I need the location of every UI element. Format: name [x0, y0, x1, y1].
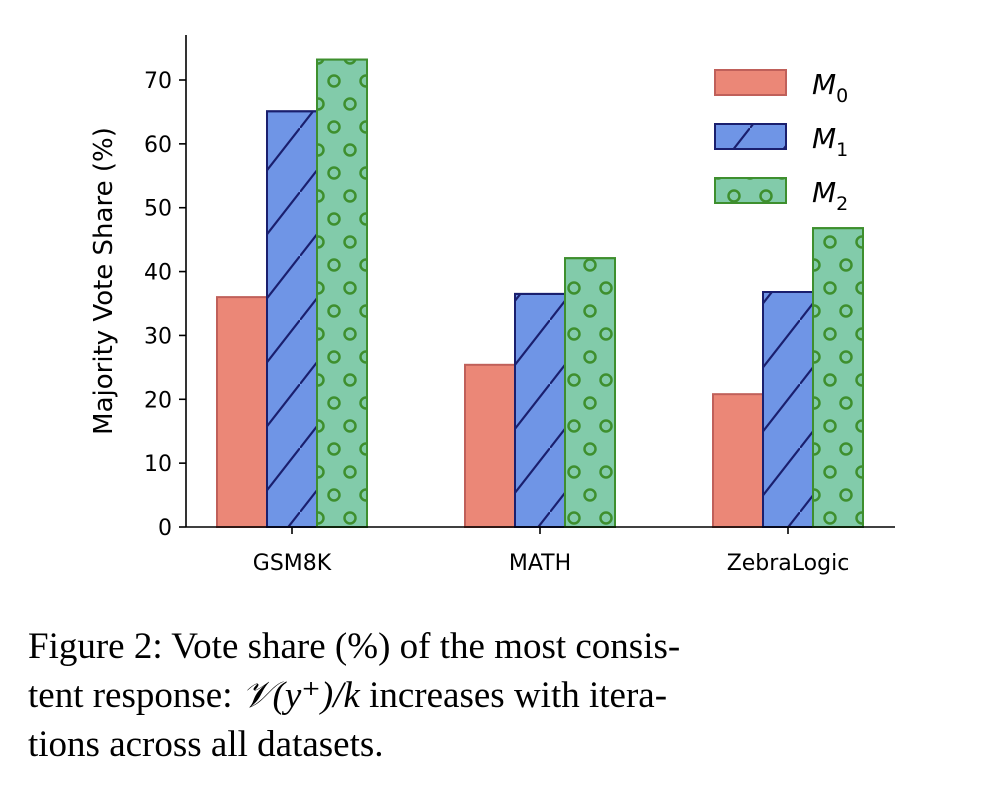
y-tick-label: 30 [144, 324, 172, 349]
y-tick-label: 70 [144, 69, 172, 94]
bar-hatch-M1-ZebraLogic [762, 291, 814, 528]
y-tick-label: 10 [144, 452, 172, 477]
caption-line-3: tions across all datasets. [28, 724, 384, 765]
legend-label-M0: M0 [812, 68, 848, 107]
y-tick-label: 60 [144, 133, 172, 158]
x-tick-label: GSM8K [253, 551, 332, 576]
caption-line-1: Figure 2: Vote share (%) of the most con… [28, 626, 681, 667]
x-tick-label: ZebraLogic [727, 551, 850, 576]
caption-text: tent response: [28, 675, 242, 716]
legend-label-M1: M1 [812, 122, 848, 161]
x-tick-label: MATH [509, 551, 571, 576]
y-tick-label: 0 [158, 516, 172, 541]
bar-M0-MATH [464, 363, 516, 528]
legend: M0 M1 M2 [714, 68, 848, 215]
y-axis-label: Majority Vote Share (%) [89, 127, 119, 435]
bar-chart: 0 10 20 30 40 50 60 70 GSM8K MATH ZebraLogic Majo… [89, 35, 895, 576]
bar-hatch-M1-GSM8K [266, 110, 318, 528]
bar-hatch-M1-MATH [514, 292, 566, 528]
caption-line-2: tent response: 𝒱(y⁺)/k increases with it… [28, 671, 968, 720]
y-tick-label: 50 [144, 197, 172, 222]
y-ticks: 0 10 20 30 40 50 60 70 [144, 69, 186, 541]
legend-swatch-hatch [714, 177, 787, 204]
legend-swatch-M0 [714, 69, 787, 96]
caption-text: increases with itera- [359, 675, 668, 716]
y-tick-label: 40 [144, 261, 172, 286]
caption-math: 𝒱(y⁺)/k [241, 675, 360, 716]
x-ticks: GSM8K MATH ZebraLogic [253, 527, 850, 576]
bars-group [216, 58, 864, 529]
y-tick-label: 20 [144, 388, 172, 413]
legend-label-M2: M2 [812, 176, 848, 215]
bar-hatch-M2-ZebraLogic [812, 227, 864, 529]
figure-caption: Figure 2: Vote share (%) of the most con… [28, 622, 968, 769]
bar-M0-ZebraLogic [712, 393, 764, 529]
bar-hatch-M2-MATH [564, 257, 616, 528]
bar-M0-GSM8K [216, 296, 268, 528]
bar-hatch-M2-GSM8K [316, 58, 368, 529]
legend-swatch-hatch [714, 123, 787, 150]
